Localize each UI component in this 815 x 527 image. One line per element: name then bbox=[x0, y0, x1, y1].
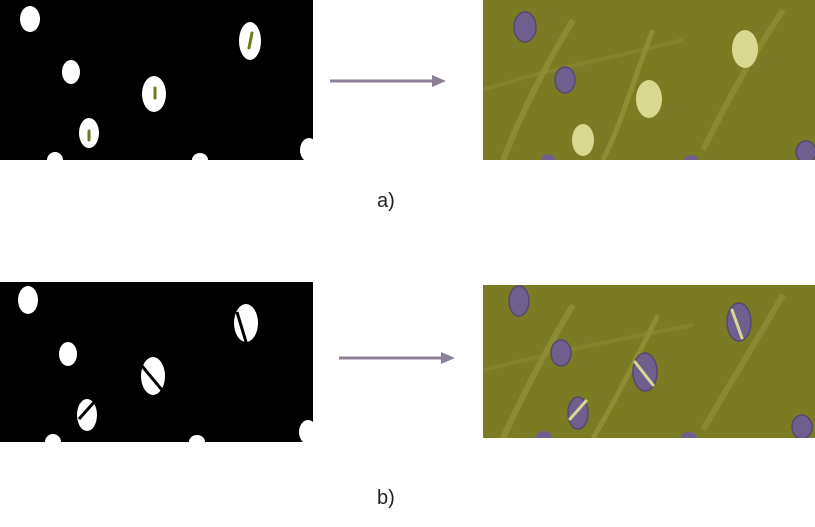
row-a-overlay-image bbox=[483, 0, 815, 160]
row-a-binary-mask bbox=[0, 0, 313, 160]
row-a-caption: a) bbox=[377, 190, 395, 212]
row-b-arrow bbox=[337, 349, 457, 367]
row-b-binary-mask bbox=[0, 282, 313, 442]
row-b-caption: b) bbox=[377, 487, 395, 509]
row-a-arrow bbox=[328, 72, 448, 90]
row-b-overlay-image bbox=[483, 285, 815, 438]
